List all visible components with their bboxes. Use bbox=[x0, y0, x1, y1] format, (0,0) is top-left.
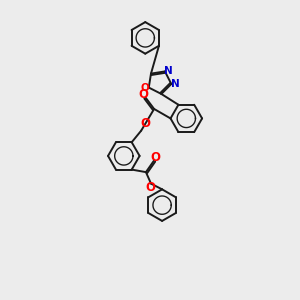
Text: O: O bbox=[140, 116, 150, 130]
Text: N: N bbox=[171, 79, 180, 89]
Text: N: N bbox=[164, 66, 173, 76]
Text: O: O bbox=[139, 88, 149, 101]
Text: O: O bbox=[151, 151, 160, 164]
Text: O: O bbox=[146, 181, 155, 194]
Text: O: O bbox=[141, 83, 149, 93]
